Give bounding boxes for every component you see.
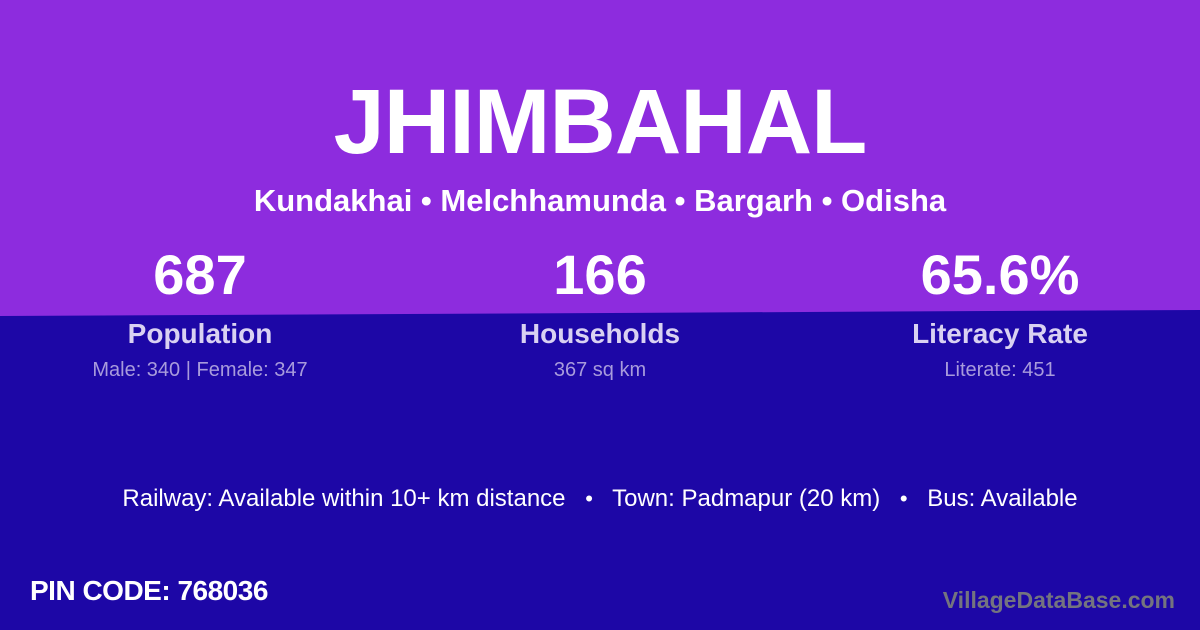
households-detail: 367 sq km (553, 358, 647, 381)
village-title: JHIMBAHAL (333, 71, 868, 173)
households-label: Households (519, 317, 681, 349)
bullet-separator-icon: • (899, 486, 908, 511)
households-value: 166 (553, 243, 647, 306)
population-value: 687 (153, 243, 247, 306)
town-info: Town: Padmapur (20 km) (612, 485, 881, 512)
literacy-label: Literacy Rate (912, 317, 1088, 349)
stats-row: 687 Population Male: 340 | Female: 347 1… (0, 243, 1200, 382)
railway-info: Railway: Available within 10+ km distanc… (122, 485, 566, 512)
bus-info: Bus: Available (927, 485, 1078, 512)
bullet-separator-icon: • (585, 486, 593, 511)
stat-households: 166 Households 367 sq km (400, 243, 800, 382)
literacy-detail: Literate: 451 (944, 358, 1056, 381)
stat-population: 687 Population Male: 340 | Female: 347 (0, 243, 400, 382)
stat-literacy: 65.6% Literacy Rate Literate: 451 (800, 243, 1200, 382)
purple-header-band (0, 0, 1200, 316)
literacy-value: 65.6% (920, 243, 1080, 306)
population-detail: Male: 340 | Female: 347 (92, 358, 308, 381)
watermark-site-name: VillageDataBase.com (942, 587, 1175, 613)
population-label: Population (127, 317, 273, 349)
amenities-line: Railway: Available within 10+ km distanc… (0, 482, 1200, 516)
pin-code: PIN CODE: 768036 (30, 575, 268, 606)
location-breadcrumb: Kundakhai • Melchhamunda • Bargarh • Odi… (253, 183, 947, 218)
